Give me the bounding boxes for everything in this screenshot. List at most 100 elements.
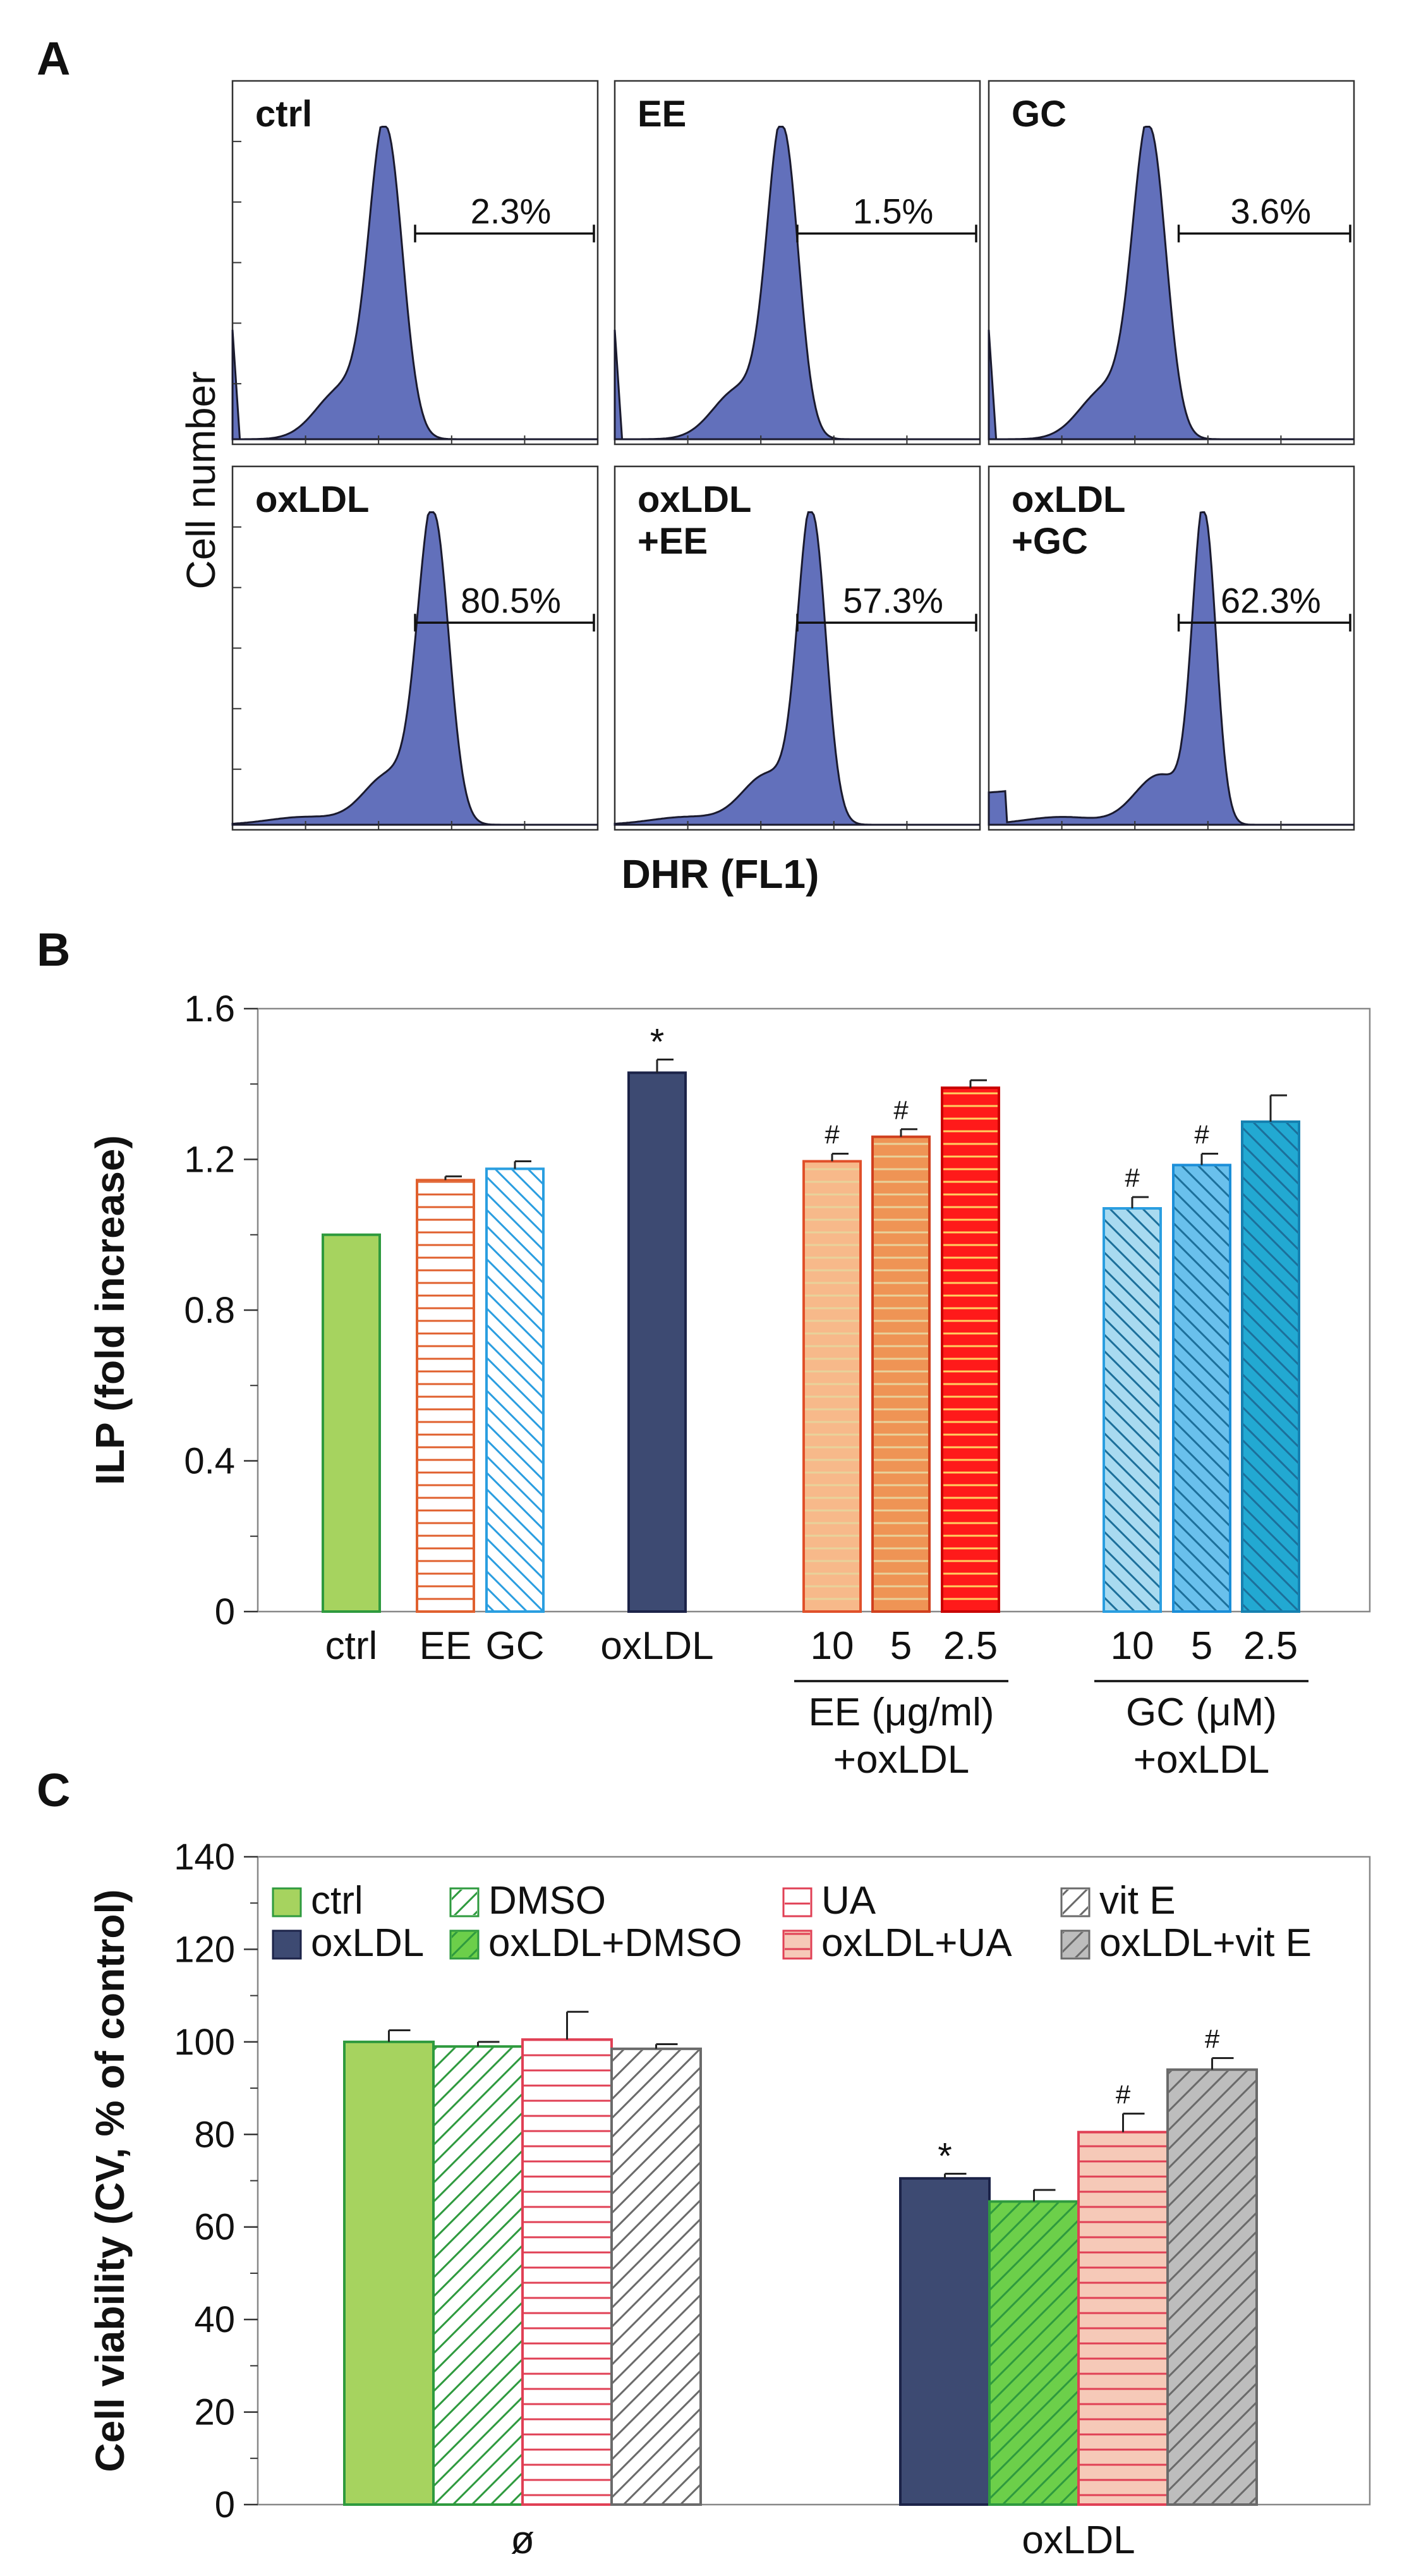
gate-percentage: 80.5% xyxy=(461,580,561,620)
x-category-label: 10 xyxy=(1111,1624,1154,1668)
bar-pattern xyxy=(613,2050,699,2503)
bar-pattern xyxy=(874,1138,928,1610)
bar-pattern xyxy=(805,1162,859,1610)
ilp-bar-chart: 0 0.4 0.8 1.2 1.6 ILP (fold increase) ctrl EE GC… xyxy=(87,988,1371,1782)
histogram-title-line2: +EE xyxy=(638,521,708,562)
legend-item: oxLDL+DMSO xyxy=(449,1921,742,1965)
bar-pattern xyxy=(524,2041,610,2503)
bar-pattern xyxy=(1169,2070,1255,2503)
bar-pattern xyxy=(488,1170,542,1610)
bar-pattern xyxy=(943,1089,998,1610)
histogram-distribution xyxy=(988,511,1354,826)
histogram-6: 62.3% oxLDL+GC xyxy=(988,465,1355,831)
x-category-label: 10 xyxy=(811,1624,854,1668)
histogram-5: 57.3% oxLDL+EE xyxy=(613,465,981,831)
legend-swatch-pattern xyxy=(1063,1890,1088,1915)
gate-percentage: 1.5% xyxy=(853,191,934,231)
y-tick-label: 0 xyxy=(215,2484,235,2525)
histogram-title: ctrl xyxy=(255,94,312,135)
legend-item: DMSO xyxy=(449,1879,606,1923)
significance-hash: # xyxy=(893,1095,909,1125)
y-axis-label: ILP (fold increase) xyxy=(87,1135,133,1485)
legend-label: vit E xyxy=(1099,1879,1176,1923)
y-tick-label: 1.2 xyxy=(184,1139,235,1181)
histogram-x-label: DHR (FL1) xyxy=(622,851,819,897)
y-tick-label: 80 xyxy=(194,2114,235,2155)
significance-star: * xyxy=(938,2136,952,2177)
histogram-title: EE xyxy=(638,94,686,135)
bar-pattern xyxy=(435,2048,521,2503)
gate-percentage: 62.3% xyxy=(1221,580,1321,620)
histogram-frame xyxy=(988,465,1355,831)
legend-item: oxLDL+vit E xyxy=(1060,1921,1312,1965)
histogram-distribution xyxy=(231,126,598,440)
y-axis-label: Cell viability (CV, % of control) xyxy=(87,1889,133,2472)
viability-bar-chart: 0 20 40 60 80 100 120 140 Cell viability (CV, % … xyxy=(87,1837,1371,2562)
histogram-title: GC xyxy=(1012,94,1067,135)
y-tick-label: 100 xyxy=(174,2022,235,2063)
legend-swatch-pattern xyxy=(785,1932,810,1957)
histogram-title: oxLDL xyxy=(1012,479,1125,520)
y-tick-label: 0 xyxy=(215,1591,235,1632)
y-tick-label: 120 xyxy=(174,1929,235,1970)
bar-pattern xyxy=(1105,1210,1159,1610)
legend-label: oxLDL+vit E xyxy=(1099,1921,1312,1965)
significance-hash: # xyxy=(1125,1163,1140,1193)
significance-hash: # xyxy=(825,1120,840,1150)
histogram-title: oxLDL xyxy=(638,479,751,520)
y-tick-label: 0.4 xyxy=(184,1441,235,1482)
bar-ctrl xyxy=(343,2040,435,2506)
histogram-4: 80.5% oxLDL xyxy=(231,465,599,831)
group-label-line2: +oxLDL xyxy=(1133,1738,1269,1782)
bar-oxLDL xyxy=(627,1071,687,1613)
significance-star: * xyxy=(650,1021,665,1062)
legend-item: oxLDL+UA xyxy=(782,1921,1012,1965)
bar-pattern xyxy=(1243,1122,1298,1610)
histogram-title: oxLDL xyxy=(255,479,369,520)
x-category-label: oxLDL xyxy=(1022,2518,1135,2562)
histogram-distribution xyxy=(231,511,598,826)
legend-label: oxLDL+UA xyxy=(821,1921,1012,1965)
y-tick-label: 40 xyxy=(194,2299,235,2340)
x-category-label: GC xyxy=(486,1624,545,1668)
legend-item: UA xyxy=(782,1879,876,1923)
bar-ctrl xyxy=(322,1233,381,1613)
x-category-label: 5 xyxy=(890,1624,912,1668)
x-category-label: EE xyxy=(420,1624,472,1668)
legend-item: oxLDL xyxy=(272,1921,424,1965)
group-label-line2: +oxLDL xyxy=(833,1738,969,1782)
histogram-2: 1.5% EE xyxy=(613,80,981,446)
y-tick-label: 1.6 xyxy=(184,988,235,1030)
group-label: GC (μM) xyxy=(1126,1691,1277,1734)
gate-percentage: 3.6% xyxy=(1230,191,1311,231)
group-label: EE (μg/ml) xyxy=(808,1691,994,1734)
bar-pattern xyxy=(991,2202,1077,2503)
legend-label: oxLDL+DMSO xyxy=(488,1921,742,1965)
x-category-label: ø xyxy=(511,2518,535,2562)
y-tick-label: 20 xyxy=(194,2392,235,2433)
bar-pattern xyxy=(418,1181,473,1610)
x-category-label: 2.5 xyxy=(943,1624,998,1668)
bar-pattern xyxy=(1080,2133,1166,2503)
significance-hash: # xyxy=(1205,2024,1220,2053)
histogram-1: 2.3% ctrl xyxy=(231,80,599,446)
gate-percentage: 57.3% xyxy=(843,580,943,620)
bar-oxldl xyxy=(899,2177,991,2506)
x-category-label: oxLDL xyxy=(600,1624,713,1668)
legend-swatch-pattern xyxy=(785,1890,810,1915)
panel-label-b: B xyxy=(37,923,70,976)
histogram-y-label: Cell number xyxy=(178,371,224,589)
legend-swatch-pattern xyxy=(452,1932,477,1957)
legend-item: vit E xyxy=(1060,1879,1176,1923)
legend-item: ctrl xyxy=(272,1879,363,1923)
histogram-title-line2: +GC xyxy=(1012,521,1088,562)
bar-pattern xyxy=(1175,1166,1229,1610)
legend-swatch-pattern xyxy=(452,1890,477,1915)
legend-label: UA xyxy=(821,1879,876,1923)
legend-swatch xyxy=(272,1887,302,1917)
panel-label-a: A xyxy=(37,32,70,85)
gate-percentage: 2.3% xyxy=(471,191,552,231)
histogram-3: 3.6% GC xyxy=(988,80,1355,446)
x-category-label: ctrl xyxy=(325,1624,378,1668)
